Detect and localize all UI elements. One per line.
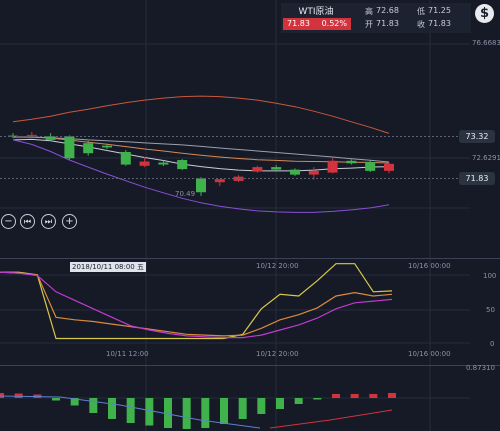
macd-bar xyxy=(313,398,322,400)
candle-body xyxy=(290,169,300,175)
macd-bar xyxy=(182,398,191,429)
macd-bar xyxy=(257,398,266,414)
high-label: 高 xyxy=(365,7,373,16)
macd-bar xyxy=(70,398,79,406)
macd-bar xyxy=(14,393,23,398)
kdj-d-line xyxy=(0,271,393,337)
candle-body xyxy=(26,134,37,136)
macd-bar xyxy=(238,398,247,419)
low-price-label: 70.49 xyxy=(175,190,195,198)
last-price: 71.83 xyxy=(287,19,310,28)
last-page-button[interactable]: ⏭ xyxy=(41,214,56,229)
macd-bar xyxy=(89,398,98,413)
axis-label-top: 76.6683 xyxy=(472,39,500,47)
close-label: 收 xyxy=(417,20,425,29)
kdj-x-label-2: 10/12 20:00 xyxy=(256,350,299,358)
last-price-tag: 71.83 xyxy=(459,172,495,185)
candle-body xyxy=(83,143,94,154)
macd-bar xyxy=(126,398,135,423)
macd-bar xyxy=(369,394,378,398)
macd-chart xyxy=(0,393,396,429)
candle-body xyxy=(196,178,206,193)
kdj-x-label-1: 10/11 12:00 xyxy=(106,350,149,358)
macd-signal-line xyxy=(0,395,261,429)
macd-bar xyxy=(388,393,396,398)
main-chart xyxy=(0,95,460,213)
close-value: 71.83 xyxy=(428,19,451,28)
open-label: 开 xyxy=(365,20,373,29)
candle-body xyxy=(64,136,75,159)
candle-body xyxy=(327,160,338,173)
candle-body xyxy=(158,162,169,165)
zoom-in-button[interactable]: + xyxy=(62,214,77,229)
low-label: 低 xyxy=(417,7,425,16)
kdj-x-label-3: 10/16 00:00 xyxy=(408,350,451,358)
candle-body xyxy=(45,136,56,140)
macd-bar xyxy=(164,398,172,428)
kdj-k-line xyxy=(0,263,393,340)
macd-axis-top: 0.87310 xyxy=(466,364,495,372)
panel-separators xyxy=(0,258,500,366)
candle-body xyxy=(120,151,131,165)
candle-body xyxy=(214,179,225,183)
axis-label-mid: 72.6291 xyxy=(472,154,500,162)
kdj-axis-50: 50 xyxy=(486,306,495,314)
low-value: 71.25 xyxy=(428,6,451,15)
dollar-icon[interactable]: $ xyxy=(475,4,494,23)
x-label-main-3: 10/16 00:00 xyxy=(408,262,451,270)
macd-bar xyxy=(108,398,116,419)
zoom-out-button[interactable]: − xyxy=(1,214,16,229)
kdj-axis-0: 0 xyxy=(490,340,494,348)
symbol-name: WTI原油 xyxy=(298,7,334,17)
x-label-main-2: 10/12 20:00 xyxy=(256,262,299,270)
macd-bar xyxy=(220,398,228,424)
high-value: 72.68 xyxy=(376,6,399,15)
kdj-axis-100: 100 xyxy=(483,272,496,280)
macd-dif-line xyxy=(269,409,393,429)
change-percent: 0.52% xyxy=(321,19,347,28)
first-page-button[interactable]: ⏮ xyxy=(20,214,35,229)
crosshair-time-label: 2018/10/11 08:00 五 xyxy=(70,262,146,272)
candle-body xyxy=(384,163,394,171)
upper-band-line xyxy=(12,95,390,134)
highlight-price-tag: 73.32 xyxy=(459,130,495,143)
ma-long-line xyxy=(12,136,390,163)
kdj-j-line xyxy=(0,271,393,339)
candle-body xyxy=(102,145,112,148)
macd-bar xyxy=(145,398,154,426)
candle-body xyxy=(346,160,357,164)
quote-info-panel: WTI原油 71.83 0.52% 高 72.68 低 71.25 开 71.8… xyxy=(281,3,471,33)
macd-bar xyxy=(0,393,4,398)
ma-mid-line xyxy=(12,136,390,164)
macd-bar xyxy=(332,394,340,398)
open-value: 71.83 xyxy=(376,19,399,28)
candle-body xyxy=(252,167,263,172)
kdj-chart xyxy=(0,263,393,340)
candle-body xyxy=(177,160,188,170)
macd-bar xyxy=(52,398,60,401)
candle-body xyxy=(139,161,150,166)
lower-band-line xyxy=(12,139,390,213)
macd-bar xyxy=(276,398,284,409)
candle-body xyxy=(308,170,319,175)
macd-bar xyxy=(201,398,210,428)
candle-body xyxy=(271,167,282,170)
candle-body xyxy=(233,176,244,181)
macd-bar xyxy=(294,398,303,404)
ma-short-line xyxy=(12,138,390,172)
price-change-badge: 71.83 0.52% xyxy=(283,18,351,30)
macd-bar xyxy=(350,394,359,398)
candle-body xyxy=(365,162,376,171)
